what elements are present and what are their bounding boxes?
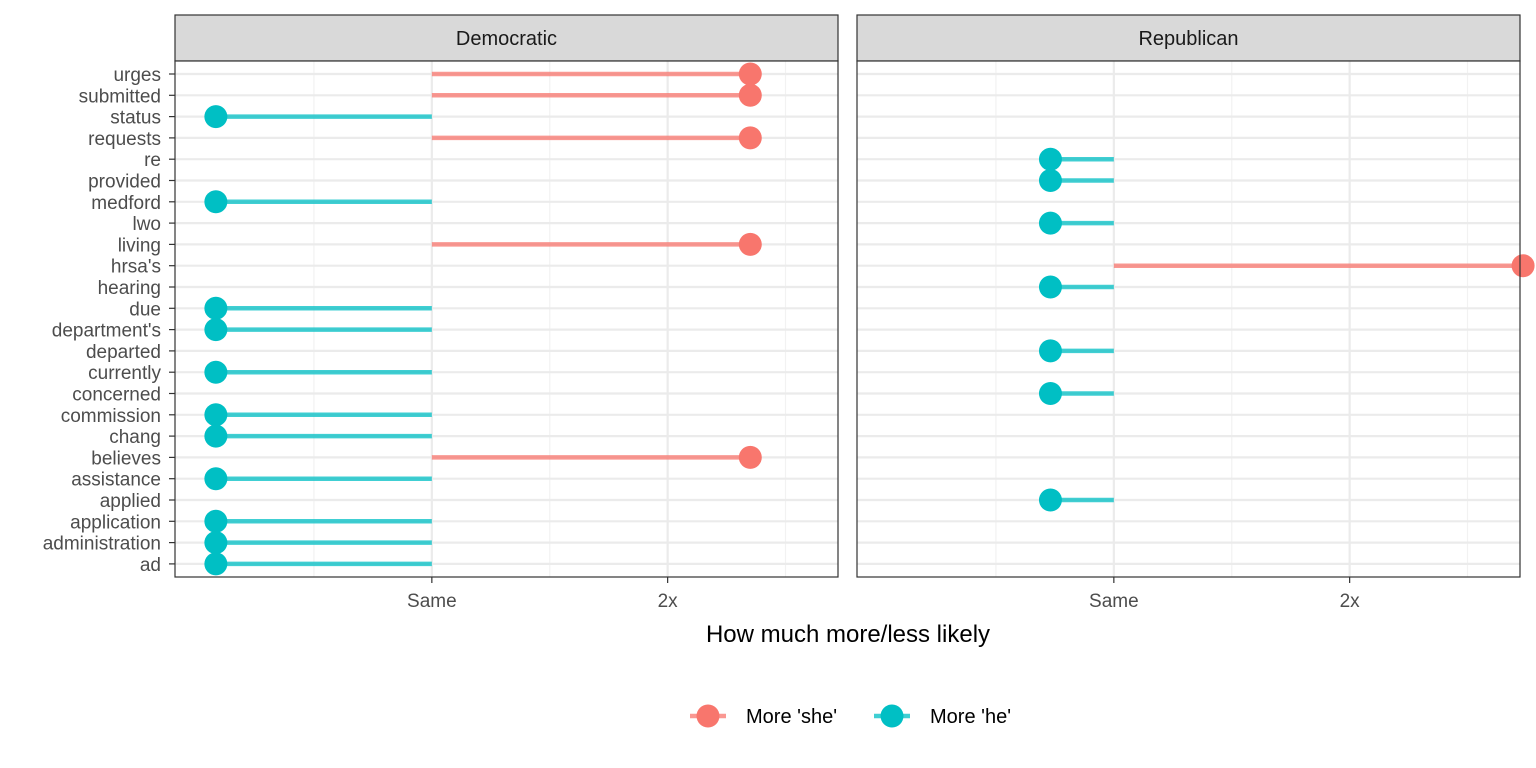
lollipop-point-re [1038, 147, 1062, 171]
legend-key-point [696, 704, 720, 728]
y-tick-label-ad: ad [140, 555, 161, 576]
lollipop-point-application [204, 509, 228, 533]
lollipop-point-concerned [1038, 382, 1062, 405]
lollipop-point-chang [204, 424, 228, 448]
facet-strip [856, 14, 1521, 62]
word-axis-labels: urgessubmittedstatusrequestsreprovidedme… [43, 65, 175, 576]
y-tick-label-chang: chang [109, 427, 161, 448]
lollipop-point-lwo [1038, 211, 1062, 235]
lollipop-point-hearing [1038, 275, 1062, 299]
y-tick-label-currently: currently [88, 363, 161, 384]
legend-item-he: More 'he' [874, 704, 1011, 728]
panel-background [857, 61, 1520, 577]
y-tick-label-medford: medford [91, 193, 161, 214]
x-tick-label: 2x [658, 591, 679, 612]
lollipop-point-believes [738, 445, 762, 469]
panel-border [856, 60, 1521, 578]
y-tick-label-hrsa's: hrsa's [111, 257, 161, 278]
y-tick-label-hearing: hearing [98, 278, 161, 299]
x-tick-label: 2x [1340, 591, 1361, 612]
y-tick-label-assistance: assistance [71, 470, 161, 491]
lollipop-point-assistance [204, 467, 228, 491]
lollipop-point-due [204, 296, 228, 320]
x-tick-label: Same [1089, 591, 1139, 612]
lollipop-point-living [738, 232, 762, 256]
lollipop-point-requests [738, 126, 762, 150]
lollipop-point-provided [1038, 169, 1062, 192]
y-tick-label-urges: urges [113, 65, 161, 86]
facet-strip-label: Republican [1138, 28, 1238, 50]
lollipop-point-hrsa's [1511, 254, 1535, 278]
lollipop-point-urges [738, 62, 762, 86]
lollipop-point-submitted [738, 83, 762, 107]
legend-item-she: More 'she' [690, 704, 837, 728]
panel-democratic: Democratic Same 2x [174, 14, 839, 612]
y-tick-label-due: due [129, 299, 161, 320]
lollipop-point-ad [204, 552, 228, 576]
lollipop-point-departed [1038, 339, 1062, 363]
y-tick-label-commission: commission [61, 406, 161, 427]
panel-background [175, 61, 838, 577]
lollipop-point-administration [204, 531, 228, 555]
facet-panels: Democratic Same 2x Republican Same 2x [174, 14, 1535, 612]
panel-republican: Republican Same 2x [856, 14, 1535, 612]
y-tick-label-believes: believes [91, 448, 161, 469]
lollipop-point-applied [1038, 488, 1062, 512]
facet-strip-label: Democratic [456, 28, 557, 50]
x-axis-title: How much more/less likely [706, 621, 990, 648]
lollipop-point-commission [204, 403, 228, 427]
legend-label: More 'she' [746, 706, 837, 728]
y-tick-label-provided: provided [88, 172, 161, 193]
legend-label: More 'he' [930, 706, 1011, 728]
panel-border [174, 60, 839, 578]
y-tick-label-concerned: concerned [72, 385, 161, 406]
legend-key-point [880, 704, 904, 728]
lollipop-point-currently [204, 360, 228, 384]
legend: More 'she' More 'he' [690, 704, 1011, 728]
y-tick-label-living: living [118, 235, 161, 256]
lollipop-point-status [204, 105, 228, 129]
y-tick-label-administration: administration [43, 534, 161, 555]
y-tick-label-department's: department's [52, 321, 161, 342]
lollipop-point-medford [204, 190, 228, 214]
y-tick-label-requests: requests [88, 129, 161, 150]
y-tick-label-lwo: lwo [132, 214, 161, 235]
y-tick-label-re: re [144, 150, 161, 171]
y-tick-label-application: application [70, 512, 161, 533]
facet-strip [174, 14, 839, 62]
x-tick-label: Same [407, 591, 457, 612]
y-tick-label-applied: applied [100, 491, 161, 512]
y-tick-label-status: status [110, 108, 161, 129]
y-tick-label-submitted: submitted [79, 86, 161, 107]
lollipop-point-department's [204, 318, 228, 342]
y-tick-label-departed: departed [86, 342, 161, 363]
